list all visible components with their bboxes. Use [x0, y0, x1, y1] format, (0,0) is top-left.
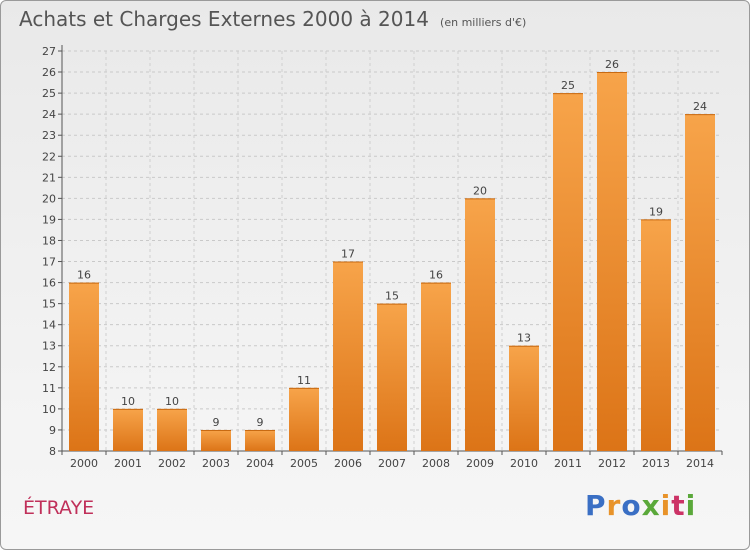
bar [597, 72, 627, 451]
logo-letter: P [585, 489, 607, 522]
y-tick-label: 18 [42, 234, 56, 247]
x-tick-label: 2013 [642, 457, 670, 470]
y-tick-label: 27 [42, 45, 56, 58]
value-label: 10 [121, 395, 135, 408]
bar [553, 93, 583, 452]
proxiti-logo: Proxiti [585, 489, 696, 522]
bar [465, 198, 495, 451]
y-tick-label: 25 [42, 87, 56, 100]
bars [69, 72, 715, 452]
logo-letter: o [621, 489, 642, 522]
x-tick-label: 2007 [378, 457, 406, 470]
y-tick-label: 21 [42, 171, 56, 184]
x-tick-label: 2003 [202, 457, 230, 470]
x-tick-label: 2002 [158, 457, 186, 470]
x-tick-label: 2009 [466, 457, 494, 470]
y-tick-label: 26 [42, 66, 56, 79]
logo-letter: x [641, 489, 661, 522]
x-tick-label: 2012 [598, 457, 626, 470]
value-label: 9 [257, 416, 264, 429]
value-label: 26 [605, 58, 619, 71]
y-tick-label: 8 [49, 445, 56, 458]
commune-name: ÉTRAYE [23, 497, 95, 519]
y-tick-label: 12 [42, 361, 56, 374]
chart-title-block: Achats et Charges Externes 2000 à 2014 (… [19, 7, 526, 31]
bar [245, 429, 275, 451]
x-tick-label: 2004 [246, 457, 274, 470]
value-label: 20 [473, 184, 487, 197]
value-label: 24 [693, 100, 707, 113]
y-tick-labels: 8 9 10 11 12 13 14 15 16 17 18 19 20 21 22 23 24 25 26 27 [42, 45, 56, 458]
x-tick-label: 2005 [290, 457, 318, 470]
value-label: 15 [385, 290, 399, 303]
chart-title: Achats et Charges Externes 2000 à 2014 [19, 7, 429, 31]
bar [157, 408, 187, 451]
y-tick-label: 23 [42, 129, 56, 142]
value-label: 9 [213, 416, 220, 429]
bar [289, 387, 319, 451]
logo-letter: i [660, 489, 672, 522]
logo-letter: t [671, 489, 686, 522]
value-label: 13 [517, 332, 531, 345]
logo-letter: r [606, 489, 622, 522]
bar [377, 303, 407, 451]
y-tick-label: 14 [42, 319, 56, 332]
value-labels: 16 10 10 9 9 11 17 15 16 20 13 25 26 19 24 [77, 58, 707, 429]
bar [509, 345, 539, 451]
y-tick-label: 19 [42, 213, 56, 226]
x-tick-label: 2008 [422, 457, 450, 470]
y-tick-label: 16 [42, 277, 56, 290]
bar [113, 408, 143, 451]
y-tick-label: 17 [42, 256, 56, 269]
x-tick-labels: 2000 2001 2002 2003 2004 2005 2006 2007 2008 2009… [70, 457, 714, 470]
y-tick-label: 22 [42, 150, 56, 163]
x-tick-label: 2006 [334, 457, 362, 470]
value-label: 16 [429, 269, 443, 282]
value-label: 11 [297, 374, 311, 387]
value-label: 17 [341, 248, 355, 261]
logo-letter: i [685, 489, 697, 522]
y-tick-label: 24 [42, 108, 56, 121]
y-tick-label: 15 [42, 298, 56, 311]
x-tick-label: 2014 [686, 457, 714, 470]
y-tick-label: 10 [42, 403, 56, 416]
x-tick-label: 2000 [70, 457, 98, 470]
bar [333, 261, 363, 451]
bar [685, 114, 715, 451]
bar [201, 429, 231, 451]
value-label: 19 [649, 205, 663, 218]
bar [641, 219, 671, 451]
x-tick-label: 2011 [554, 457, 582, 470]
y-tick-label: 9 [49, 424, 56, 437]
unit-label: (en milliers d'€) [440, 16, 527, 29]
value-label: 10 [165, 395, 179, 408]
bar [69, 282, 99, 451]
y-tick-label: 11 [42, 382, 56, 395]
y-tick-label: 20 [42, 192, 56, 205]
y-tick-label: 13 [42, 340, 56, 353]
bar [421, 282, 451, 451]
value-label: 16 [77, 269, 91, 282]
value-label: 25 [561, 79, 575, 92]
x-tick-label: 2001 [114, 457, 142, 470]
x-tick-label: 2010 [510, 457, 538, 470]
